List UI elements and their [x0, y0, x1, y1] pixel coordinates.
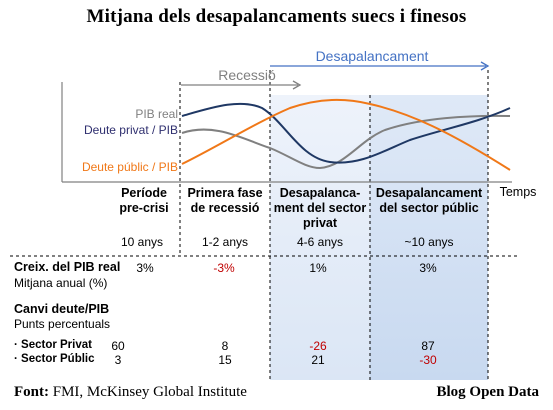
debt-privat-value: 60: [111, 339, 125, 353]
debt-public-value: 15: [218, 353, 232, 367]
gdp-growth-value: 3%: [136, 261, 154, 275]
x-axis-label: Temps: [500, 185, 537, 199]
arrow-label-desapalancament: Desapalancament: [316, 48, 429, 64]
phase-duration: 1-2 anys: [201, 235, 249, 249]
phase-header-recessio: Primera fase de recessió: [187, 186, 263, 215]
blog-credit: Blog Open Data: [436, 384, 539, 400]
series-line-deute-public: [181, 98, 511, 171]
phase-header-public: Desapalancament del sector públic: [375, 186, 483, 215]
phase-header-privat: Desapalanca-ment del sector privat: [273, 186, 367, 230]
gdp-growth-value: 3%: [419, 261, 437, 275]
debt-public-value: 3: [114, 353, 122, 367]
source-text: FMI, McKinsey Global Institute: [52, 384, 247, 400]
arrow-recessio: [181, 80, 302, 90]
gdp-growth-value: 1%: [309, 261, 327, 275]
debt-change-title: Canvi deute/PIB: [14, 302, 110, 316]
phase-duration: 10 anys: [120, 235, 164, 249]
gdp-growth-value: -3%: [213, 261, 235, 275]
source-note: Font: FMI, McKinsey Global Institute: [14, 384, 247, 401]
series-label-pib-real: PIB real: [135, 107, 178, 121]
arrow-desapalancament: [270, 61, 490, 71]
chart-title: Mitjana dels desapalancaments suecs i fi…: [86, 6, 467, 27]
series-label-deute-public: Deute públic / PIB: [82, 160, 178, 174]
series-line-deute-privat: [181, 102, 511, 164]
debt-public-value: -30: [419, 353, 437, 367]
debt-privat-value: -26: [309, 339, 327, 353]
phase-header-precrisi: Període pre-crisi: [119, 186, 169, 215]
debt-privat-value: 8: [221, 339, 229, 353]
arrow-label-recessio: Recessió: [218, 67, 276, 83]
phase-duration: 4-6 anys: [296, 235, 344, 249]
debt-privat-value: 87: [421, 339, 435, 353]
source-label: Font:: [14, 384, 49, 400]
phase-background-public: [370, 95, 488, 380]
phase-background-private: [270, 95, 370, 380]
debt-change-subtitle: Punts percentuals: [14, 317, 111, 331]
series-line-pib-real: [181, 114, 511, 170]
gdp-growth-title: Creix. del PIB real: [14, 260, 121, 274]
gdp-growth-subtitle: Mitjana anual (%): [14, 276, 108, 290]
series-label-deute-privat: Deute privat / PIB: [84, 123, 178, 137]
debt-public-value: 21: [311, 353, 325, 367]
debt-row-label-public: · Sector Públic: [14, 353, 95, 365]
debt-row-label-privat: · Sector Privat: [14, 339, 92, 351]
phase-duration: ~10 anys: [404, 235, 454, 249]
